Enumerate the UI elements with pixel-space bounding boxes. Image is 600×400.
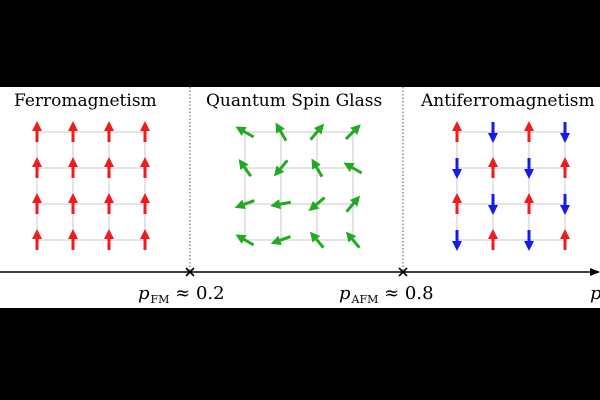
p-afm-threshold-label: pAFM ≈ 0.8: [339, 283, 434, 306]
spin-arrow-icon: [524, 230, 534, 251]
spin-arrow-icon: [524, 158, 534, 179]
spin-arrow-icon: [32, 229, 42, 250]
spin-arrow-icon: [270, 199, 292, 210]
quantum-spin-glass-title: Quantum Spin Glass: [206, 91, 383, 111]
spin-arrow-icon: [488, 122, 498, 143]
spin-arrow-icon: [140, 121, 150, 142]
spin-arrow-icon: [32, 193, 42, 214]
spin-arrow-icon: [308, 196, 326, 212]
spin-arrow-icon: [235, 234, 255, 247]
p-fm-threshold-label: pFM ≈ 0.2: [138, 283, 225, 306]
spin-arrow-icon: [560, 229, 570, 250]
spin-arrow-icon: [452, 121, 462, 142]
spin-arrow-icon: [524, 193, 534, 214]
spin-arrow-icon: [68, 121, 78, 142]
spin-arrow-icon: [273, 159, 289, 177]
x-marker-icon: [398, 267, 408, 277]
spin-arrow-icon: [104, 157, 114, 178]
spin-arrow-icon: [345, 195, 361, 213]
spin-glass-lattice: [234, 122, 363, 249]
spin-arrow-icon: [309, 123, 325, 141]
spin-arrow-icon: [140, 229, 150, 250]
spin-arrow-icon: [238, 158, 252, 178]
spin-arrow-icon: [68, 157, 78, 178]
spin-arrow-icon: [270, 235, 291, 246]
spin-arrow-icon: [275, 122, 288, 142]
spin-arrow-icon: [343, 162, 363, 175]
spin-arrow-icon: [68, 229, 78, 250]
spin-arrow-icon: [488, 194, 498, 215]
spin-arrow-icon: [140, 157, 150, 178]
ferromagnet-lattice: [32, 121, 150, 250]
phase-diagram-panel: Ferromagnetism Quantum Spin Glass Antife…: [0, 87, 600, 308]
spin-arrow-icon: [560, 194, 570, 215]
antiferromagnetism-title: Antiferromagnetism: [421, 91, 595, 111]
spin-arrow-icon: [345, 231, 361, 249]
spin-arrow-icon: [104, 121, 114, 142]
spin-arrow-icon: [488, 157, 498, 178]
spin-arrow-icon: [560, 157, 570, 178]
spin-arrow-icon: [32, 157, 42, 178]
spin-arrow-icon: [452, 158, 462, 179]
x-marker-icon: [185, 267, 195, 277]
antiferromagnet-lattice: [452, 121, 570, 251]
spin-arrow-icon: [560, 122, 570, 143]
spin-arrow-icon: [235, 126, 255, 139]
spin-arrow-icon: [32, 121, 42, 142]
spin-arrow-icon: [309, 231, 325, 249]
spin-arrow-icon: [234, 199, 255, 210]
spin-arrow-icon: [311, 158, 324, 178]
spin-arrow-icon: [104, 193, 114, 214]
ferromagnetism-title: Ferromagnetism: [14, 91, 157, 111]
p-axis-label: p: [590, 283, 600, 304]
phase-diagram-graphic: [0, 87, 600, 277]
spin-arrow-icon: [524, 121, 534, 142]
spin-arrow-icon: [104, 229, 114, 250]
spin-arrow-icon: [488, 229, 498, 250]
spin-arrow-icon: [68, 193, 78, 214]
spin-arrow-icon: [140, 193, 150, 214]
spin-arrow-icon: [452, 230, 462, 251]
spin-arrow-icon: [452, 193, 462, 214]
